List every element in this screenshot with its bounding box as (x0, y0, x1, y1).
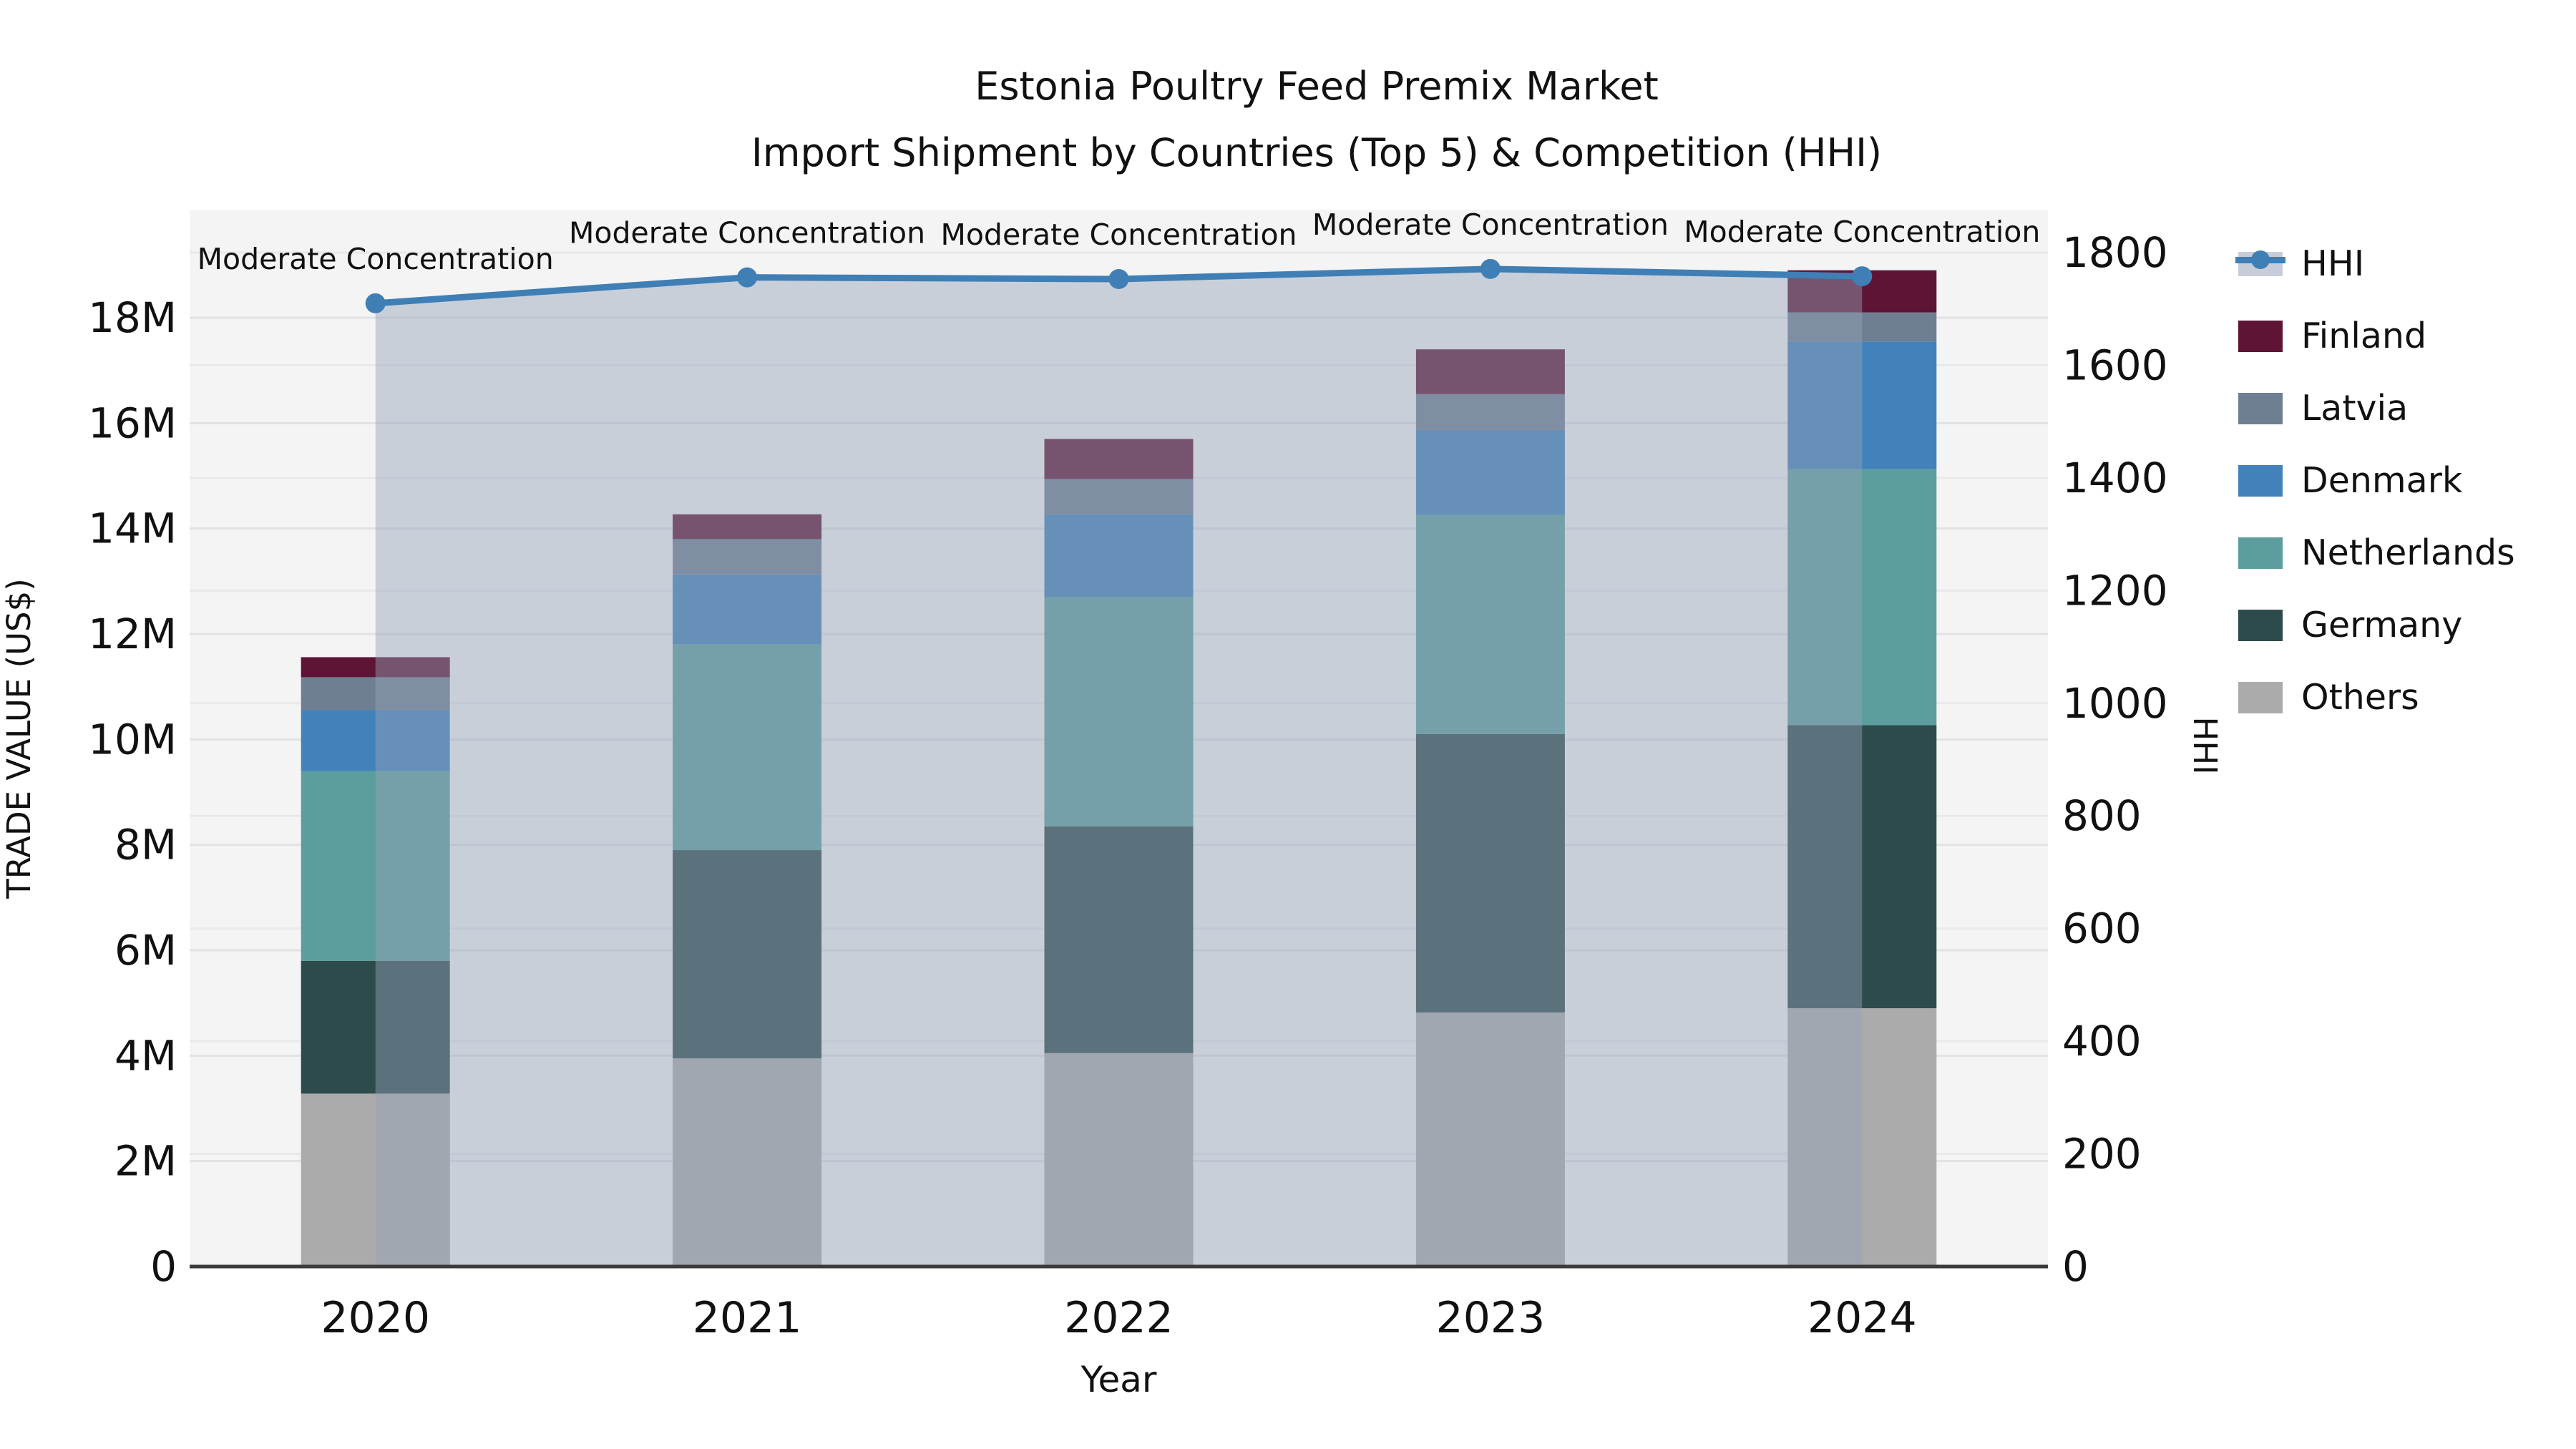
bar-segment-latvia-2024 (1787, 312, 1937, 342)
y-right-tick-800: 800 (2062, 791, 2142, 840)
bar-segment-germany-2023 (1415, 733, 1565, 1013)
x-tick-2023: 2023 (1436, 1293, 1546, 1343)
x-axis-title: Year (1080, 1359, 1157, 1400)
legend-label-hhi: HHI (2301, 243, 2365, 284)
bar-segment-netherlands-2020 (301, 771, 450, 961)
bar-segment-germany-2022 (1044, 826, 1194, 1053)
x-tick-2024: 2024 (1807, 1293, 1917, 1343)
y-right-tick-1000: 1000 (2062, 679, 2168, 728)
annotation-2022: Moderate Concentration (940, 218, 1297, 252)
y-right-tick-400: 400 (2062, 1017, 2142, 1065)
y-left-tick-16M: 16M (88, 399, 177, 447)
bar-segment-latvia-2021 (673, 539, 822, 575)
bar-segment-finland-2021 (673, 514, 822, 540)
bar-segment-denmark-2024 (1787, 341, 1937, 469)
chart-title-line1: Estonia Poultry Feed Premix Market (975, 64, 1659, 109)
y-right-tick-600: 600 (2062, 904, 2142, 953)
legend-item-finland: Finland (2238, 300, 2515, 372)
bar-segment-denmark-2022 (1044, 514, 1194, 597)
y-right-tick-1800: 1800 (2062, 228, 2168, 277)
hhi-marker-2021 (737, 267, 758, 288)
bar-segment-latvia-2022 (1044, 479, 1194, 514)
bar-segment-denmark-2023 (1415, 429, 1565, 515)
bar-segment-others-2020 (301, 1093, 450, 1267)
x-tick-2021: 2021 (693, 1293, 802, 1343)
y-right-tick-1400: 1400 (2062, 454, 2168, 502)
legend-label-finland: Finland (2301, 316, 2427, 356)
bar-segment-latvia-2023 (1415, 394, 1565, 430)
y-right-axis-title: HHI (2186, 717, 2224, 775)
legend-item-others: Others (2238, 661, 2515, 733)
y-left-tick-2M: 2M (114, 1137, 177, 1186)
bar-segment-denmark-2021 (673, 574, 822, 645)
bar-segment-others-2021 (673, 1058, 822, 1267)
bar-segment-netherlands-2023 (1415, 514, 1565, 734)
annotation-2023: Moderate Concentration (1312, 208, 1669, 242)
bar-segment-denmark-2020 (301, 710, 450, 771)
y-left-tick-0: 0 (150, 1242, 177, 1291)
bar-segment-netherlands-2021 (673, 644, 822, 851)
legend-marker-dot-icon (2251, 250, 2270, 269)
legend: HHI Finland Latvia Denmark Netherlands German… (2235, 228, 2515, 733)
y-right-tick-200: 200 (2062, 1130, 2142, 1179)
x-tick-2022: 2022 (1064, 1293, 1174, 1343)
bar-segment-others-2024 (1787, 1008, 1937, 1267)
bar-segment-latvia-2020 (301, 677, 450, 711)
y-left-tick-10M: 10M (88, 715, 177, 763)
annotation-2024: Moderate Concentration (1684, 215, 2040, 249)
annotation-2021: Moderate Concentration (569, 216, 925, 250)
bar-segment-germany-2021 (673, 850, 822, 1059)
legend-item-hhi: HHI (2235, 228, 2515, 300)
legend-label-germany: Germany (2301, 605, 2463, 645)
bar-segment-netherlands-2022 (1044, 597, 1194, 826)
legend-label-netherlands: Netherlands (2301, 532, 2515, 573)
y-right-tick-1200: 1200 (2062, 566, 2168, 615)
hhi-marker-2022 (1108, 268, 1129, 289)
x-tick-2020: 2020 (321, 1293, 430, 1343)
hhi-marker-2020 (365, 293, 386, 313)
legend-label-latvia: Latvia (2301, 388, 2409, 429)
hhi-area-fill (375, 268, 1863, 1267)
bar-segment-germany-2024 (1787, 725, 1937, 1009)
legend-swatch-latvia (2238, 392, 2283, 424)
chart-title-line2: Import Shipment by Countries (Top 5) & C… (751, 130, 1883, 175)
legend-item-germany: Germany (2238, 589, 2515, 661)
y-right-tick-0: 0 (2062, 1242, 2089, 1291)
y-left-tick-12M: 12M (88, 610, 177, 658)
legend-swatch-germany (2238, 609, 2283, 641)
bar-segment-finland-2020 (301, 657, 450, 678)
legend-label-denmark: Denmark (2301, 460, 2463, 501)
legend-swatch-denmark (2238, 464, 2283, 497)
bar-segment-others-2023 (1415, 1012, 1565, 1267)
y-left-tick-8M: 8M (114, 821, 177, 869)
hhi-marker-2024 (1852, 266, 1873, 287)
legend-label-others: Others (2301, 677, 2419, 718)
chart-title: Estonia Poultry Feed Premix Market Impor… (751, 54, 1882, 187)
legend-swatch-others (2238, 681, 2283, 713)
y-left-axis-title: TRADE VALUE (US$) (0, 578, 38, 899)
bar-segment-finland-2023 (1415, 349, 1565, 394)
bar-segment-germany-2020 (301, 960, 450, 1094)
y-left-tick-4M: 4M (114, 1031, 177, 1080)
bar-segment-finland-2022 (1044, 439, 1194, 479)
annotation-2020: Moderate Concentration (197, 242, 554, 276)
y-left-tick-6M: 6M (114, 926, 177, 975)
bar-segment-netherlands-2024 (1787, 469, 1937, 726)
legend-swatch-line-icon (2235, 250, 2285, 276)
bar-segment-others-2022 (1044, 1053, 1194, 1267)
legend-swatch-netherlands (2238, 537, 2283, 569)
legend-item-latvia: Latvia (2238, 372, 2515, 444)
y-left-tick-18M: 18M (88, 293, 177, 342)
legend-swatch-finland (2238, 320, 2283, 352)
legend-item-denmark: Denmark (2238, 444, 2515, 517)
y-right-tick-1600: 1600 (2062, 341, 2168, 389)
legend-item-netherlands: Netherlands (2238, 517, 2515, 589)
hhi-marker-2023 (1480, 258, 1501, 279)
y-left-tick-14M: 14M (88, 504, 177, 553)
